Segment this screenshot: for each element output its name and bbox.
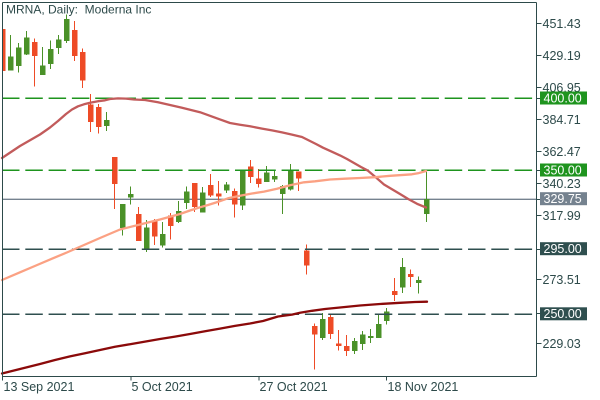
svg-text:362.47: 362.47 [543, 145, 581, 159]
svg-text:350.00: 350.00 [544, 163, 582, 177]
svg-text:295.00: 295.00 [544, 242, 582, 256]
svg-text:229.03: 229.03 [543, 337, 581, 351]
svg-text:384.71: 384.71 [543, 113, 581, 127]
svg-text:451.43: 451.43 [543, 17, 581, 31]
svg-text:429.19: 429.19 [543, 49, 581, 63]
svg-text:340.23: 340.23 [543, 177, 581, 191]
svg-text:13 Sep 2021: 13 Sep 2021 [4, 380, 75, 394]
svg-text:329.75: 329.75 [544, 192, 582, 206]
svg-text:400.00: 400.00 [544, 91, 582, 105]
svg-text:MRNA, Daily: Moderna Inc: MRNA, Daily: Moderna Inc [6, 2, 151, 16]
svg-text:5 Oct 2021: 5 Oct 2021 [132, 380, 193, 394]
svg-text:250.00: 250.00 [544, 307, 582, 321]
svg-text:273.51: 273.51 [543, 273, 581, 287]
svg-text:18 Nov 2021: 18 Nov 2021 [388, 380, 459, 394]
svg-text:27 Oct 2021: 27 Oct 2021 [260, 380, 328, 394]
svg-text:317.99: 317.99 [543, 209, 581, 223]
